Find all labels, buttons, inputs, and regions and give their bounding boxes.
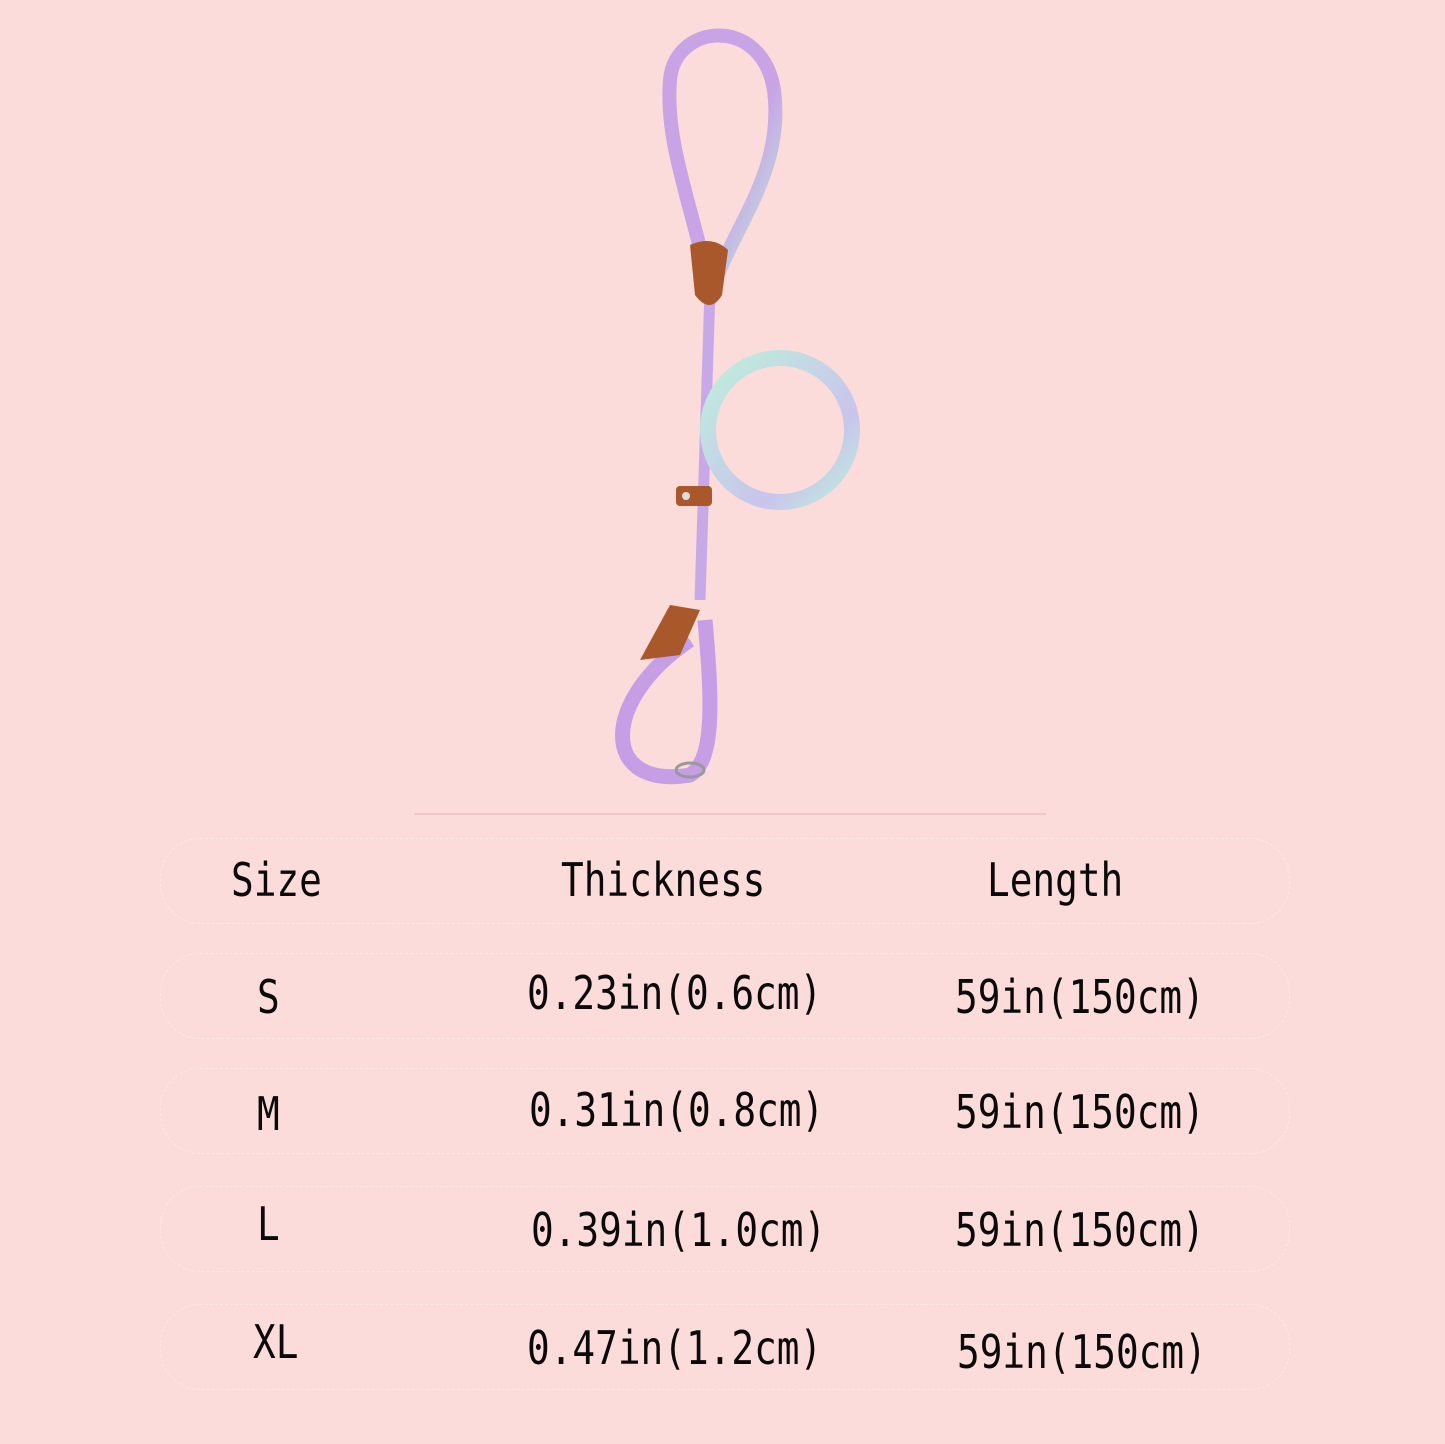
rope-slip-leash-icon [615, 28, 860, 785]
thickness-cell: 0.31in(0.8cm) [529, 1083, 825, 1137]
length-cell: 59in(150cm) [955, 1203, 1205, 1257]
size-cell: S [257, 970, 280, 1024]
length-cell: 59in(150cm) [957, 1325, 1207, 1379]
table-row: M 0.31in(0.8cm) 59in(150cm) [160, 1068, 1290, 1154]
size-cell: L [257, 1197, 280, 1251]
length-cell: 59in(150cm) [955, 970, 1205, 1024]
table-row: L 0.39in(1.0cm) 59in(150cm) [160, 1186, 1290, 1272]
size-cell: M [257, 1087, 280, 1141]
thickness-cell: 0.47in(1.2cm) [527, 1321, 823, 1375]
thickness-cell: 0.39in(1.0cm) [531, 1203, 827, 1257]
length-cell: 59in(150cm) [955, 1085, 1205, 1139]
table-row: XL 0.47in(1.2cm) 59in(150cm) [160, 1304, 1290, 1390]
table-header-row: Size Thickness Length [160, 838, 1290, 924]
header-length: Length [987, 853, 1124, 907]
size-cell: XL [253, 1315, 299, 1369]
header-thickness: Thickness [561, 853, 766, 907]
divider [414, 813, 1046, 815]
header-size: Size [231, 853, 322, 907]
thickness-cell: 0.23in(0.6cm) [527, 966, 823, 1020]
table-row: S 0.23in(0.6cm) 59in(150cm) [160, 953, 1290, 1039]
